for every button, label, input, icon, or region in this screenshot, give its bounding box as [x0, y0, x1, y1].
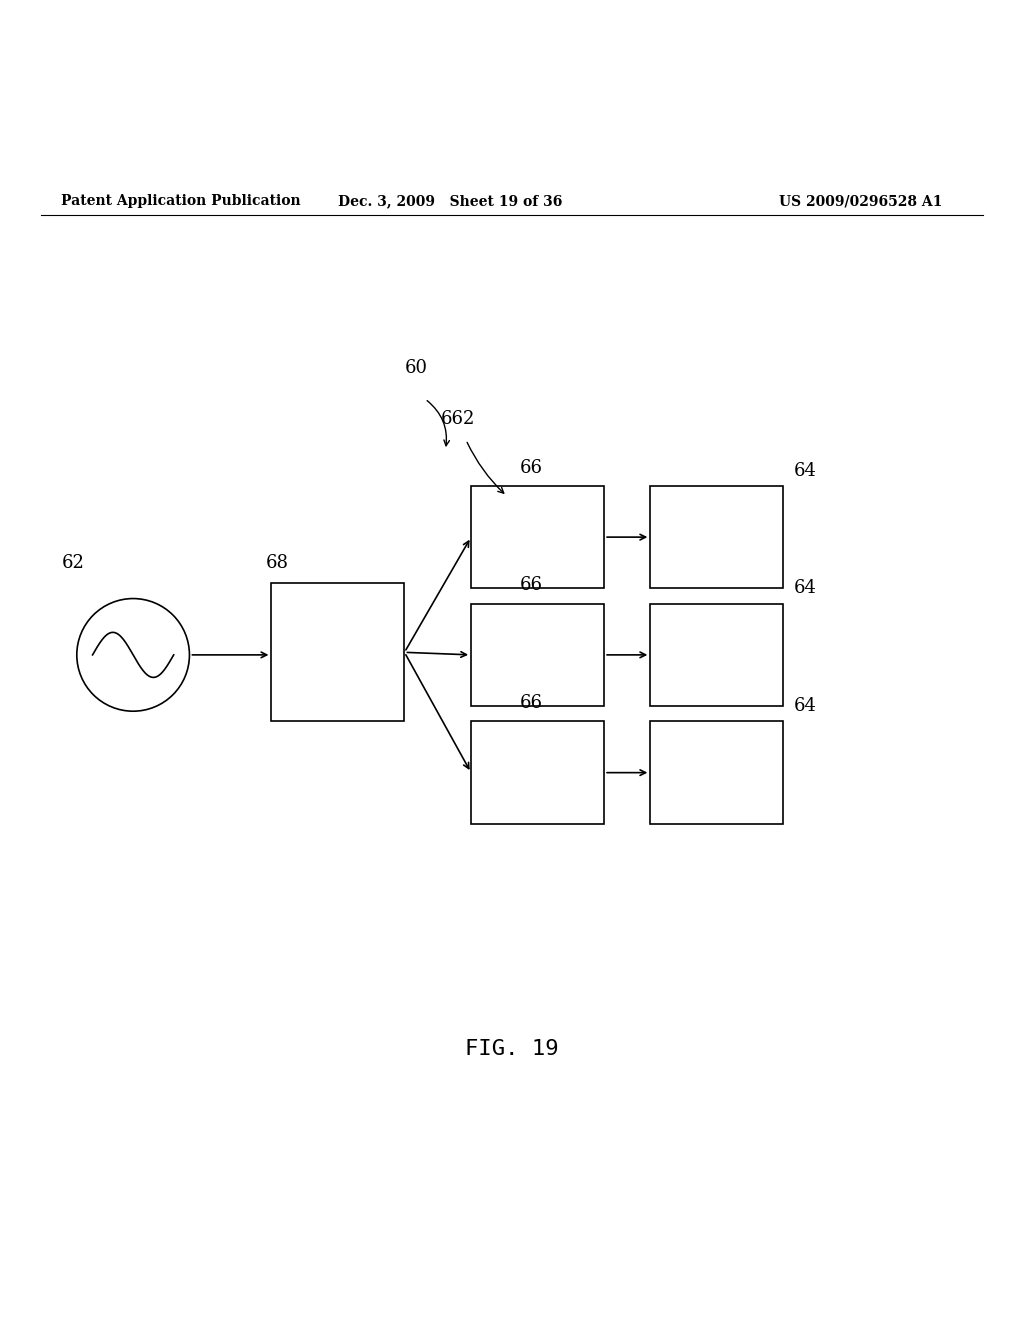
Text: 60: 60 [404, 359, 427, 378]
FancyBboxPatch shape [650, 603, 783, 706]
FancyBboxPatch shape [650, 722, 783, 824]
FancyBboxPatch shape [471, 486, 604, 589]
FancyArrowPatch shape [467, 442, 504, 494]
FancyBboxPatch shape [271, 583, 404, 722]
Text: 62: 62 [61, 554, 84, 572]
Text: 662: 662 [440, 411, 475, 429]
Text: Patent Application Publication: Patent Application Publication [61, 194, 301, 209]
Text: Dec. 3, 2009   Sheet 19 of 36: Dec. 3, 2009 Sheet 19 of 36 [338, 194, 563, 209]
FancyBboxPatch shape [471, 722, 604, 824]
Text: 64: 64 [794, 697, 816, 715]
FancyArrowPatch shape [427, 400, 450, 446]
Text: 68: 68 [266, 554, 289, 572]
Text: 64: 64 [794, 462, 816, 479]
Text: US 2009/0296528 A1: US 2009/0296528 A1 [778, 194, 942, 209]
Text: 66: 66 [519, 577, 543, 594]
Text: 66: 66 [519, 694, 543, 711]
Text: 64: 64 [794, 579, 816, 598]
Text: FIG. 19: FIG. 19 [465, 1039, 559, 1059]
FancyBboxPatch shape [471, 603, 604, 706]
Text: 66: 66 [519, 458, 543, 477]
FancyBboxPatch shape [650, 486, 783, 589]
